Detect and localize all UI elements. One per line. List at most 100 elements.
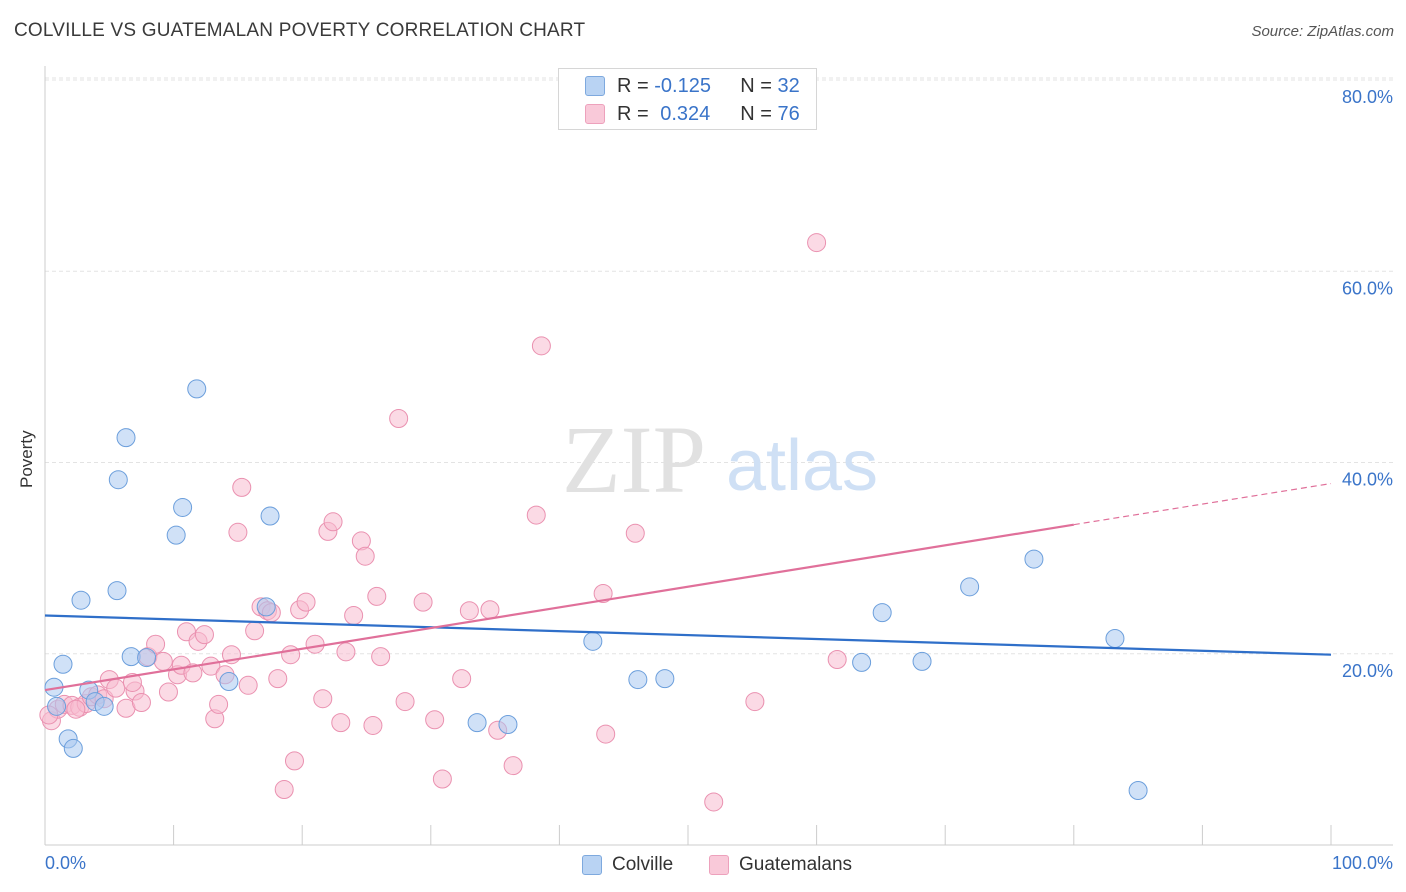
- colville-point: [71, 590, 91, 610]
- colville-point: [1105, 628, 1125, 648]
- guatemalans-point: [480, 600, 500, 620]
- colville-point: [260, 506, 280, 526]
- guatemalans-point: [452, 669, 472, 689]
- guatemalans-point: [526, 505, 546, 525]
- y-tick-label: 40.0%: [1342, 470, 1393, 490]
- colville-point: [187, 379, 207, 399]
- y-axis-label: Poverty: [17, 430, 36, 488]
- guatemalans-point: [425, 710, 445, 730]
- guatemalans-point: [106, 678, 126, 698]
- colville-point: [1128, 780, 1148, 800]
- correlation-legend: R = -0.125 N = 32 R = 0.324 N = 76: [558, 68, 817, 130]
- legend-n-value: 76: [777, 102, 800, 125]
- guatemalans-point: [745, 692, 765, 712]
- colville-point: [628, 670, 648, 690]
- guatemalans-point: [355, 546, 375, 566]
- bottom-legend-guatemalans: Guatemalans: [709, 852, 852, 878]
- bottom-legend-label: Guatemalans: [739, 854, 853, 875]
- y-tick-label: 80.0%: [1342, 87, 1393, 107]
- guatemalans-point: [389, 409, 409, 429]
- guatemalans-point: [66, 699, 86, 719]
- axes: [44, 66, 1393, 846]
- colville-point: [116, 428, 136, 448]
- guatemalans-point: [413, 592, 433, 612]
- colville-point: [256, 597, 276, 617]
- bottom-legend-label: Colville: [612, 854, 674, 875]
- guatemalans-point: [807, 233, 827, 253]
- y-tick-label: 20.0%: [1342, 661, 1393, 681]
- tick-labels: 20.0% 40.0% 60.0% 80.0% 0.0% 100.0%: [45, 87, 1393, 873]
- guatemalans-point: [593, 584, 613, 604]
- guatemalans-point: [183, 663, 203, 683]
- legend-r-value: 0.324: [660, 102, 711, 125]
- guatemalans-point: [344, 606, 364, 625]
- watermark-atlas: atlas: [726, 426, 878, 506]
- source-credit: Source: ZipAtlas.com: [1251, 23, 1394, 40]
- bottom-legend-colville: Colville: [582, 852, 673, 878]
- colville-point: [108, 470, 128, 490]
- legend-n-label: N =: [740, 102, 778, 125]
- guatemalans-point: [305, 634, 325, 654]
- guatemalans-points: [39, 233, 847, 812]
- colville-point: [467, 713, 487, 733]
- legend-row-colville: R = -0.125 N = 32: [585, 72, 800, 100]
- guatemalans-point: [281, 645, 301, 665]
- guatemalans-point: [363, 715, 383, 735]
- trend-lines: [44, 482, 1332, 692]
- colville-swatch: [582, 855, 602, 875]
- guatemalans-point: [395, 692, 415, 712]
- colville-point: [166, 525, 186, 545]
- colville-point: [107, 581, 127, 601]
- guatemalans-point: [146, 634, 166, 654]
- colville-point: [498, 715, 518, 735]
- guatemalans-point: [209, 694, 229, 714]
- watermark: ZIP atlas: [562, 406, 878, 513]
- guatemalans-trend-extension: [1073, 482, 1332, 526]
- legend-row-guatemalans: R = 0.324 N = 76: [585, 100, 800, 128]
- guatemalans-point: [503, 756, 523, 776]
- colville-point: [852, 652, 872, 672]
- guatemalans-point: [596, 724, 616, 744]
- guatemalans-point: [268, 669, 288, 689]
- guatemalans-point: [232, 477, 252, 497]
- guatemalans-point: [245, 621, 265, 641]
- colville-trend-line: [44, 614, 1332, 656]
- colville-point: [219, 671, 239, 691]
- colville-point: [655, 669, 675, 689]
- guatemalans-swatch: [709, 855, 729, 875]
- colville-points: [44, 379, 1148, 800]
- legend-n-label: N =: [740, 74, 778, 97]
- guatemalans-point: [336, 642, 356, 662]
- guatemalans-point: [367, 586, 387, 606]
- colville-point: [137, 648, 157, 668]
- guatemalans-point: [274, 780, 294, 800]
- guatemalans-point: [531, 336, 551, 356]
- colville-point: [583, 631, 603, 651]
- colville-point: [94, 696, 114, 716]
- colville-point: [1024, 549, 1044, 569]
- watermark-zip: ZIP: [562, 406, 706, 513]
- colville-point: [960, 577, 980, 597]
- guatemalans-point: [331, 713, 351, 733]
- guatemalans-point: [827, 649, 847, 669]
- guatemalans-point: [238, 675, 258, 695]
- guatemalans-point: [432, 769, 452, 789]
- colville-point: [872, 603, 892, 623]
- grid-lines: [45, 77, 1393, 655]
- guatemalans-point: [313, 689, 333, 709]
- x-tick-label: 0.0%: [45, 853, 86, 873]
- guatemalans-point: [228, 522, 248, 542]
- guatemalans-point: [153, 651, 173, 671]
- guatemalans-point: [194, 625, 214, 645]
- legend-n-value: 32: [777, 74, 800, 97]
- guatemalans-point: [625, 523, 645, 543]
- guatemalans-point: [459, 601, 479, 621]
- guatemalans-point: [323, 512, 343, 532]
- colville-point: [53, 654, 73, 674]
- y-tick-label: 60.0%: [1342, 278, 1393, 298]
- colville-point: [173, 497, 193, 517]
- guatemalans-point: [131, 693, 151, 713]
- chart-title: COLVILLE VS GUATEMALAN POVERTY CORRELATI…: [14, 20, 586, 41]
- guatemalans-point: [704, 792, 724, 812]
